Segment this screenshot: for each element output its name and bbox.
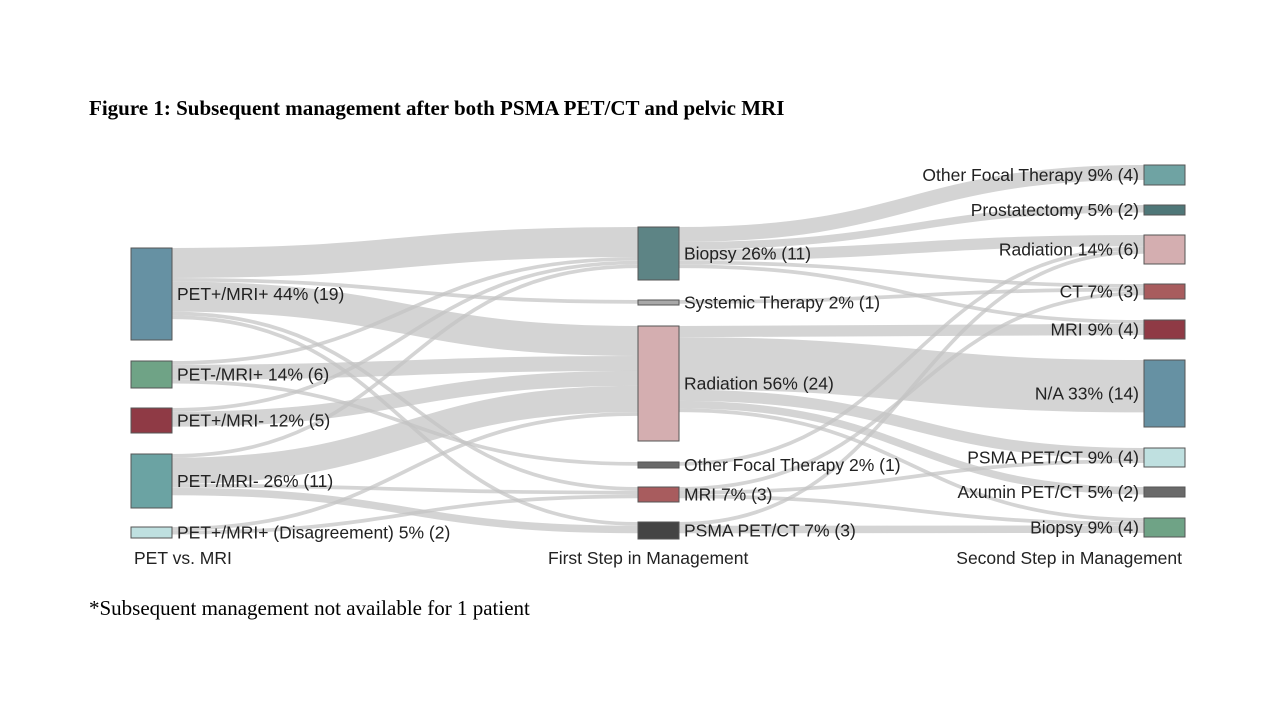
- node-oft2: [1143, 164, 1186, 186]
- node-pmn: [130, 407, 173, 434]
- link-mri1-to-bx2: [678, 494, 1145, 526]
- link-psma1-to-rad2: [678, 249, 1145, 526]
- node-ppd: [130, 526, 173, 539]
- link-mri1-to-psma2: [678, 459, 1145, 495]
- link-pp-to-rad1: [171, 281, 639, 356]
- link-rad1-to-bx2: [678, 408, 1145, 522]
- node-label-mri2: MRI 9% (4): [1051, 320, 1139, 340]
- node-label-psma1: PSMA PET/CT 7% (3): [684, 521, 856, 541]
- node-mri1: [637, 486, 680, 503]
- link-rad1-to-psma2: [678, 389, 1145, 460]
- node-label-ppd: PET+/MRI+ (Disagreement) 5% (2): [177, 523, 450, 543]
- node-nmp: [130, 360, 173, 389]
- footnote: *Subsequent management not available for…: [89, 596, 530, 620]
- node-label-psma2: PSMA PET/CT 9% (4): [967, 448, 1139, 468]
- node-label-mri1: MRI 7% (3): [684, 485, 772, 505]
- node-label-na2: N/A 33% (14): [1035, 384, 1139, 404]
- node-label-ct2: CT 7% (3): [1060, 282, 1139, 302]
- link-ppd-to-mri1: [171, 494, 639, 535]
- node-label-nmp: PET-/MRI+ 14% (6): [177, 365, 329, 385]
- node-label-pp: PET+/MRI+ 44% (19): [177, 284, 344, 304]
- node-pp: [130, 247, 173, 341]
- column-labels: PET vs. MRI First Step in Management Sec…: [134, 548, 1182, 568]
- link-pp-to-bx1: [171, 226, 639, 278]
- link-pp-to-psma1: [171, 315, 639, 526]
- node-nn: [130, 453, 173, 509]
- link-nn-to-bx1: [171, 264, 639, 458]
- link-pp-to-sys1: [171, 277, 639, 304]
- link-nn-to-rad1: [171, 385, 639, 484]
- link-bx1-to-ct2: [678, 260, 1145, 288]
- sankey-nodes: [130, 164, 1186, 540]
- sankey-labels: PET+/MRI+ 44% (19) PET-/MRI+ 14% (6) PET+/…: [177, 165, 1139, 543]
- node-na2: [1143, 359, 1186, 428]
- link-pmn-to-bx1: [171, 260, 639, 412]
- node-label-pmn: PET+/MRI- 12% (5): [177, 411, 330, 431]
- node-mri2: [1143, 319, 1186, 340]
- node-label-rad1: Radiation 56% (24): [684, 374, 834, 394]
- link-sys1-to-ct2: [678, 287, 1145, 304]
- link-nmp-to-bx1: [171, 256, 639, 365]
- node-rad1: [637, 325, 680, 442]
- node-label-rad2: Radiation 14% (6): [999, 240, 1139, 260]
- figure-title: Figure 1: Subsequent management after bo…: [89, 96, 785, 120]
- link-nn-to-mri1: [171, 483, 639, 495]
- link-nmp-to-rad1: [171, 355, 639, 380]
- node-ct2: [1143, 283, 1186, 300]
- node-sys1: [637, 299, 680, 306]
- link-nn-to-psma1: [171, 487, 639, 534]
- node-bx1: [637, 226, 680, 281]
- link-ppd-to-rad1: [171, 412, 639, 531]
- node-label-oft1: Other Focal Therapy 2% (1): [684, 455, 901, 475]
- column-label-second-step: Second Step in Management: [956, 548, 1182, 568]
- link-rad1-to-mri2: [678, 323, 1145, 338]
- link-bx1-to-oft2: [678, 164, 1145, 242]
- node-prost2: [1143, 204, 1186, 216]
- node-rad2: [1143, 234, 1186, 265]
- link-mri1-to-ct2: [678, 291, 1145, 491]
- node-label-sys1: Systemic Therapy 2% (1): [684, 293, 880, 313]
- node-label-bx2: Biopsy 9% (4): [1030, 518, 1139, 538]
- link-bx1-to-prost2: [678, 204, 1145, 250]
- node-label-prost2: Prostatectomy 5% (2): [971, 200, 1139, 220]
- link-rad1-to-na2: [678, 337, 1145, 413]
- node-label-bx1: Biopsy 26% (11): [684, 244, 811, 264]
- node-label-axu2: Axumin PET/CT 5% (2): [957, 482, 1139, 502]
- node-psma1: [637, 521, 680, 540]
- node-label-oft2: Other Focal Therapy 9% (4): [922, 165, 1139, 185]
- sankey-links: [171, 164, 1145, 535]
- column-label-first-step: First Step in Management: [548, 548, 749, 568]
- node-label-nn: PET-/MRI- 26% (11): [177, 471, 333, 491]
- link-oft1-to-rad2: [678, 246, 1145, 466]
- node-oft1: [637, 461, 680, 469]
- link-pmn-to-rad1: [171, 370, 639, 427]
- column-label-pet-vs-mri: PET vs. MRI: [134, 548, 232, 568]
- node-psma2: [1143, 447, 1186, 468]
- link-rad1-to-axu2: [678, 400, 1145, 495]
- node-bx2: [1143, 517, 1186, 538]
- link-bx1-to-rad2: [678, 235, 1145, 261]
- node-axu2: [1143, 486, 1186, 498]
